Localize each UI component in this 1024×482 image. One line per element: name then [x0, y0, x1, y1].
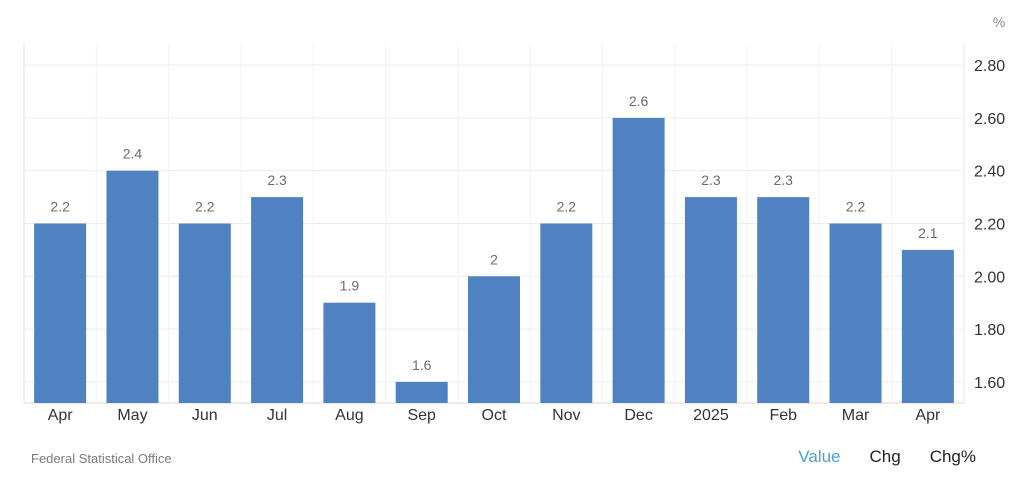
bar-value-label: 2.2 [50, 199, 70, 215]
x-tick-label: Jul [267, 407, 287, 424]
bar-value-label: 2.3 [773, 172, 793, 188]
bar-value-label: 2.3 [701, 172, 721, 188]
value-toggle[interactable]: Value [798, 447, 841, 466]
y-tick-label: 2.20 [974, 217, 1005, 234]
y-tick-label: 1.60 [974, 375, 1005, 392]
x-tick-label: Oct [482, 407, 507, 424]
x-tick-label: Aug [335, 407, 363, 424]
x-tick-label: Feb [769, 407, 797, 424]
bar-value-label: 2.2 [846, 199, 866, 215]
bar[interactable] [251, 197, 304, 403]
x-tick-label: 2025 [693, 407, 729, 424]
bar-value-label: 2.3 [267, 172, 287, 188]
x-axis: Apr May Jun Jul Aug Sep Oct Nov Dec 2025 Feb Mar Apr [48, 407, 941, 424]
bar[interactable] [106, 170, 159, 403]
bar[interactable] [468, 276, 520, 403]
bar[interactable] [901, 249, 954, 403]
y-tick-label: 2.40 [974, 164, 1005, 181]
chg-toggle[interactable]: Chg [869, 447, 901, 466]
bar[interactable] [34, 223, 87, 404]
unit-label: % [993, 14, 1005, 30]
x-tick-label: May [117, 407, 147, 424]
bars: 2.2 2.4 2.2 2.3 1.9 1.6 2 2.2 2.6 2.3 2.3 2.2 2.1 [34, 93, 954, 403]
x-tick-label: Apr [48, 407, 74, 424]
bar-value-label: 2.4 [123, 146, 143, 162]
bar-value-label: 2.2 [557, 199, 577, 215]
chart-footer: Federal Statistical Office Value Chg Chg… [0, 440, 1024, 476]
y-tick-label: 2.80 [974, 58, 1005, 75]
bar-value-label: 1.9 [340, 278, 360, 294]
bar-chart: % 1.601.802.002.202.402.602.80 2.22.42.2… [23, 14, 1005, 424]
bar-value-label: 2.6 [629, 93, 649, 109]
view-toggles: Value Chg Chg% [769, 447, 976, 467]
x-tick-label: Jun [192, 407, 218, 424]
bar-value-label: 2.1 [918, 225, 938, 241]
x-tick-label: Nov [552, 407, 580, 424]
bar[interactable] [757, 197, 810, 403]
x-tick-label: Mar [842, 407, 870, 424]
x-tick-label: Dec [624, 407, 652, 424]
x-tick-label: Apr [915, 407, 941, 424]
y-tick-label: 2.00 [974, 269, 1005, 286]
bar[interactable] [612, 117, 665, 403]
bar-value-label: 1.6 [412, 357, 432, 373]
y-axis: 1.60 1.80 2.00 2.20 2.40 2.60 2.80 [974, 58, 1005, 392]
bar[interactable] [178, 223, 231, 404]
bar[interactable] [540, 223, 593, 404]
bar[interactable] [684, 197, 737, 403]
chg-percent-toggle[interactable]: Chg% [929, 447, 976, 466]
y-tick-label: 2.60 [974, 111, 1005, 128]
bar[interactable] [323, 302, 376, 403]
bar-value-label: 2 [490, 251, 498, 267]
bar-value-label: 2.2 [195, 199, 215, 215]
source-label: Federal Statistical Office [31, 451, 172, 466]
x-tick-label: Sep [407, 407, 436, 424]
bar[interactable] [395, 381, 448, 403]
y-tick-label: 1.80 [974, 322, 1005, 339]
bar[interactable] [829, 223, 882, 404]
